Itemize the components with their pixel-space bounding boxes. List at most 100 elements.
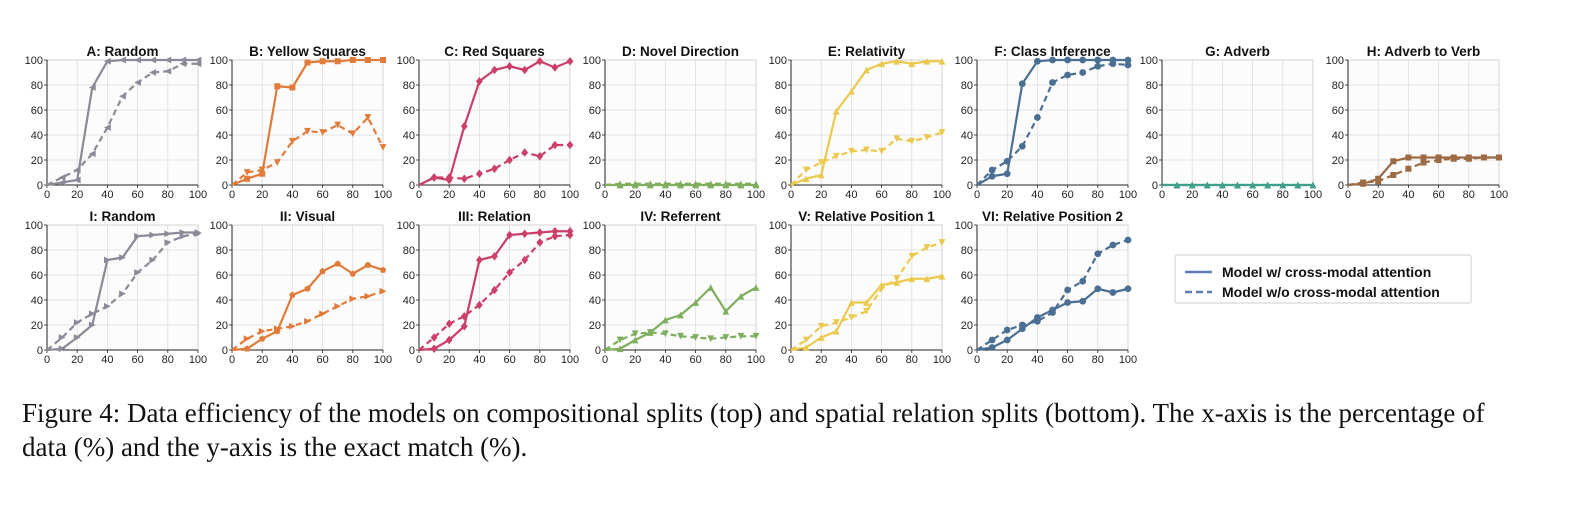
data-point-dashed (722, 180, 730, 188)
y-tick-label: 60 (589, 270, 601, 282)
y-tick-label: 40 (961, 130, 973, 142)
data-point-solid (289, 84, 296, 91)
data-point-dashed (364, 292, 372, 300)
data-point-solid (274, 83, 281, 90)
y-tick-label: 100 (397, 55, 415, 67)
data-point-dashed (179, 232, 187, 240)
data-point-dashed (104, 124, 111, 131)
x-tick-label: 40 (1402, 189, 1414, 201)
data-point-dashed (566, 230, 574, 240)
x-tick-label: 0 (44, 354, 50, 366)
data-point-solid (319, 267, 326, 275)
data-point-dashed (1360, 179, 1367, 186)
x-tick-label: 80 (906, 189, 918, 201)
data-point-dashed (1034, 114, 1041, 121)
y-tick-label: 20 (216, 320, 228, 332)
data-point-dashed (379, 144, 387, 151)
data-point-dashed (802, 166, 810, 174)
x-tick-label: 20 (1372, 189, 1384, 201)
y-tick-label: 0 (1152, 180, 1158, 192)
data-point-dashed (1124, 61, 1132, 69)
data-point-solid (379, 266, 387, 273)
data-point-solid (722, 307, 730, 315)
y-tick-label: 40 (1146, 130, 1158, 142)
x-tick-label: 60 (875, 354, 887, 366)
subplot-title: A: Random (87, 44, 159, 59)
x-tick-label: 40 (1216, 189, 1228, 201)
y-tick-label: 40 (403, 130, 415, 142)
data-point-solid (938, 272, 946, 280)
data-point-dashed (364, 114, 372, 121)
data-point-dashed (521, 255, 529, 265)
data-point-dashed (1173, 181, 1181, 189)
y-tick-label: 80 (403, 80, 415, 92)
x-tick-label: 20 (815, 354, 827, 366)
data-point-solid (536, 57, 544, 66)
y-tick-label: 20 (216, 155, 228, 167)
subplot-F: F: Class Inference 00 20 20 40 40 60 60 80 80 100 1… (955, 44, 1138, 201)
data-point-dashed (1405, 165, 1412, 172)
y-tick-label: 100 (210, 55, 228, 67)
x-tick-label: 40 (286, 189, 298, 201)
data-point-dashed (1018, 142, 1026, 150)
data-point-dashed (258, 327, 266, 335)
data-point-dashed (737, 332, 745, 340)
subplot-title: C: Red Squares (444, 44, 545, 59)
x-tick-label: 20 (629, 354, 641, 366)
subplot-C: C: Red Squares 00 20 20 40 40 60 60 80 80 100 100 (397, 44, 580, 201)
data-point-dashed (1034, 317, 1041, 325)
data-point-solid (259, 170, 266, 177)
y-tick-label: 0 (222, 345, 228, 357)
data-point-solid (521, 229, 529, 238)
y-tick-label: 80 (775, 80, 787, 92)
x-tick-label: 20 (1001, 189, 1013, 201)
data-point-dashed (752, 180, 760, 188)
subplot-title: I: Random (90, 209, 156, 224)
y-tick-label: 100 (769, 55, 787, 67)
data-point-dashed (848, 314, 855, 321)
data-point-dashed (119, 92, 126, 100)
x-tick-label: 20 (71, 189, 83, 201)
x-tick-label: 80 (1463, 189, 1475, 201)
data-point-dashed (566, 140, 574, 150)
data-point-dashed (646, 329, 654, 336)
subplot-V: V: Relative Position 1 00 20 20 40 40 60 60 80 80… (769, 209, 952, 366)
data-point-solid (319, 58, 326, 65)
x-tick-label: 0 (1345, 189, 1351, 201)
data-point-solid (304, 285, 311, 292)
legend-label: Model w/ cross-modal attention (1222, 264, 1431, 280)
y-tick-label: 0 (37, 345, 43, 357)
data-point-solid (304, 59, 311, 66)
data-point-solid (243, 345, 251, 352)
data-point-dashed (878, 147, 885, 155)
series-line-dashed (418, 143, 570, 186)
x-tick-label: 40 (473, 354, 485, 366)
plot-area (605, 60, 756, 185)
data-point-dashed (863, 307, 870, 315)
x-tick-label: 100 (374, 354, 392, 366)
data-point-dashed (938, 129, 946, 136)
series-line-dashed (418, 233, 571, 351)
data-point-dashed (149, 69, 157, 76)
data-point-solid (752, 284, 760, 291)
subplot-title: II: Visual (280, 209, 335, 224)
data-point-dashed (1309, 181, 1317, 189)
data-point-solid (73, 176, 81, 184)
y-tick-label: 80 (216, 80, 228, 92)
data-point-dashed (1079, 69, 1087, 76)
legend: Model w/ cross-modal attention Model w/o … (1174, 254, 1472, 304)
data-point-solid (134, 56, 141, 64)
y-tick-label: 0 (595, 345, 601, 357)
x-tick-label: 0 (416, 354, 422, 366)
y-tick-label: 80 (1146, 80, 1158, 92)
data-point-solid (1124, 56, 1132, 64)
data-point-dashed (1465, 155, 1472, 162)
y-tick-label: 0 (409, 345, 415, 357)
data-point-dashed (817, 322, 825, 330)
data-point-dashed (58, 174, 66, 181)
data-point-solid (380, 57, 386, 63)
x-tick-label: 100 (933, 354, 951, 366)
data-point-solid (863, 66, 870, 74)
data-point-dashed (319, 310, 326, 318)
x-tick-label: 80 (906, 354, 918, 366)
